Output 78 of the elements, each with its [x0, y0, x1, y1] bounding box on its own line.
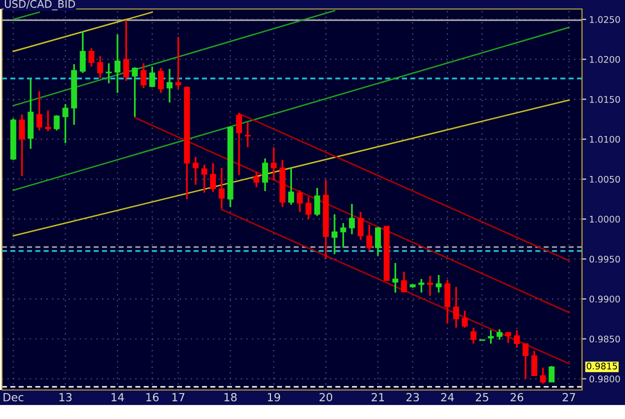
candlestick	[332, 213, 338, 256]
y-tick-label: 1.0000	[590, 216, 620, 223]
y-tick-label: 1.0050	[590, 176, 620, 183]
candlestick	[358, 211, 364, 241]
candlestick	[418, 278, 424, 294]
candlestick	[158, 67, 164, 94]
candlestick	[149, 66, 156, 88]
x-tick-label: 26	[510, 392, 524, 402]
x-tick-label: 13	[60, 392, 72, 402]
candlestick	[253, 171, 260, 188]
candlestick	[210, 162, 216, 193]
candlestick	[166, 68, 173, 104]
candlestick	[97, 55, 104, 80]
candlestick	[114, 34, 120, 94]
candlestick	[436, 274, 442, 294]
y-tick-label: 1.0100	[590, 136, 620, 143]
x-tick-label: 17	[172, 393, 184, 402]
candlestick	[192, 156, 199, 186]
candlestick	[270, 146, 277, 181]
x-tick-label: 27	[562, 392, 576, 402]
candlestick	[531, 350, 538, 376]
candlestick	[392, 262, 398, 294]
candlestick	[366, 224, 372, 252]
candlestick	[453, 286, 460, 329]
candlestick	[123, 19, 130, 82]
candlestick	[505, 332, 512, 344]
y-tick-label: 1.0200	[590, 56, 620, 63]
candlestick	[19, 114, 25, 177]
x-tick-label: 18	[224, 392, 237, 402]
x-tick-label: 14	[112, 393, 124, 402]
candlestick	[140, 62, 146, 89]
y-tick-label: 0.9900	[590, 296, 620, 302]
candlestick	[288, 167, 294, 206]
candlestick	[296, 189, 303, 213]
candlestick	[401, 270, 407, 294]
candlestick	[548, 365, 555, 383]
x-tick-label: 16	[146, 392, 159, 402]
candlestick	[36, 90, 42, 132]
y-tick-label: 0.9800	[590, 376, 620, 382]
candlestick	[375, 226, 381, 257]
candlestick	[218, 167, 225, 210]
text: 0.9815	[586, 362, 617, 370]
candlestick	[444, 278, 450, 325]
y-tick-label: 1.0150	[590, 96, 620, 103]
x-tick-label: 25	[476, 392, 488, 402]
candlestick	[540, 366, 546, 384]
candlestick	[62, 103, 68, 144]
x-tick-label: 19	[268, 392, 280, 402]
x-tick-label: Dec	[4, 393, 24, 402]
candlestick	[522, 342, 529, 380]
y-tick-label: 0.9850	[590, 336, 620, 342]
x-tick-label: 24	[441, 392, 454, 402]
candlestick	[45, 110, 51, 132]
candlestick	[496, 328, 502, 341]
candlestick	[236, 112, 242, 176]
candlestick	[80, 30, 86, 74]
candlestick	[54, 114, 60, 132]
x-tick-label: 21	[372, 392, 384, 402]
candlestick	[488, 329, 494, 345]
chart-title: USD/CAD_BID	[4, 0, 76, 10]
candlestick	[244, 122, 251, 148]
candlestick	[462, 310, 468, 329]
candlestick	[348, 203, 355, 236]
candlestick	[314, 187, 320, 217]
candlestick	[340, 222, 346, 249]
candlestick	[470, 326, 476, 345]
candlestick	[427, 274, 434, 297]
candlestick	[88, 47, 94, 68]
candlestick	[514, 329, 520, 348]
candlestick	[306, 196, 312, 220]
y-tick-label: 0.9950	[590, 256, 620, 263]
candlestick	[132, 66, 138, 118]
x-tick-label: 23	[406, 392, 419, 402]
y-tick-label: 1.0250	[590, 16, 620, 23]
candlestick	[262, 158, 268, 192]
x-tick-label: 20	[320, 392, 332, 402]
candlestick	[201, 164, 208, 194]
candlestick	[175, 36, 182, 90]
